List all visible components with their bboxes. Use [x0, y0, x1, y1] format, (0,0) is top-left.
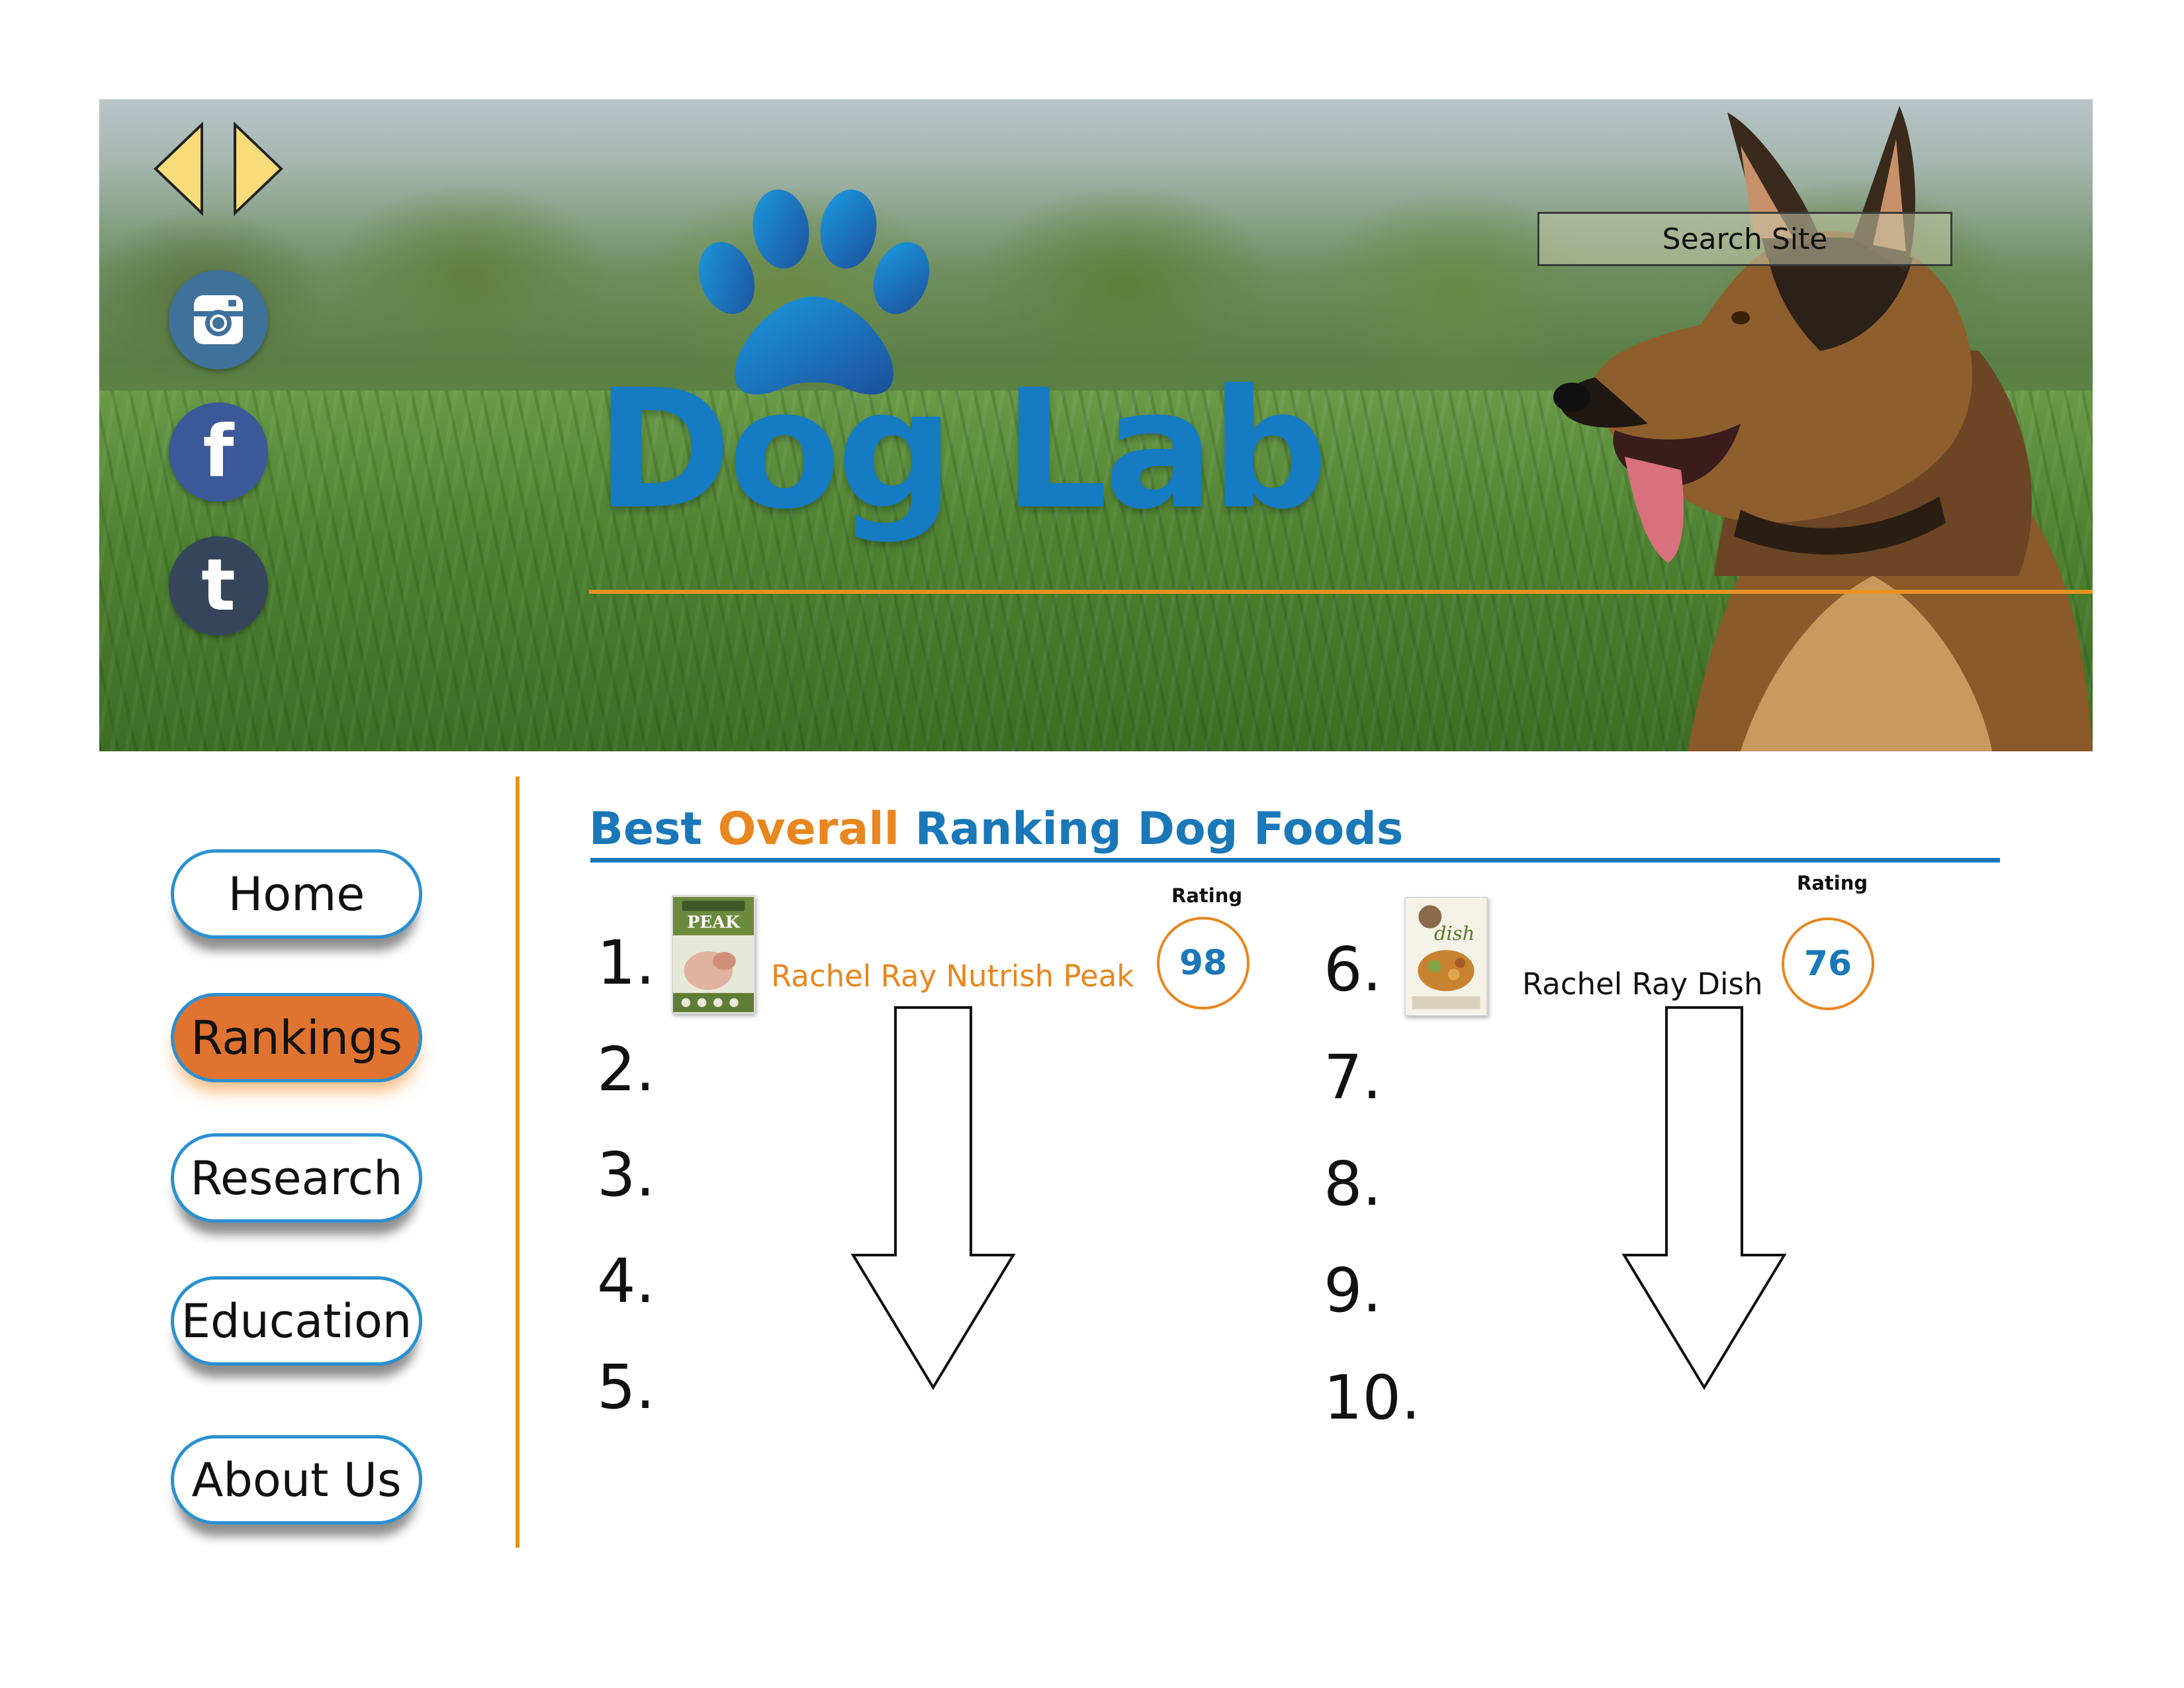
svg-text:dish: dish — [1434, 922, 1475, 945]
nav-about-us-button[interactable]: About Us — [171, 1435, 422, 1524]
prev-arrow-button[interactable] — [152, 119, 205, 218]
nav-home-button[interactable]: Home — [171, 849, 422, 939]
product-name-link[interactable]: Rachel Ray Nutrish Peak — [771, 959, 1134, 994]
rating-label: Rating — [1797, 872, 1868, 894]
facebook-link[interactable]: f — [169, 402, 268, 502]
title-underline — [589, 590, 2093, 594]
rank-number: 7. — [1324, 1042, 1382, 1113]
caret-left-icon — [154, 121, 203, 216]
rank-number: 8. — [1324, 1149, 1382, 1219]
paw-icon — [695, 185, 933, 404]
sidebar-divider — [516, 776, 520, 1548]
heading-part-rest: Ranking Dog Foods — [899, 803, 1404, 855]
german-shepherd-image — [1396, 99, 2093, 751]
tumblr-link[interactable]: t — [169, 536, 268, 635]
nutrish-peak-bag-icon[interactable]: PEAK — [672, 895, 755, 1014]
search-input[interactable] — [1539, 214, 1950, 264]
next-arrow-button[interactable] — [232, 119, 285, 218]
heading-part-overall: Overall — [717, 803, 899, 855]
rank-number: 4. — [597, 1246, 655, 1317]
rank-number: 10. — [1324, 1362, 1421, 1433]
rating-label: Rating — [1171, 884, 1243, 907]
rank-number: 1. — [597, 927, 655, 998]
nav-rankings-button[interactable]: Rankings — [171, 993, 422, 1082]
rank-number: 2. — [597, 1034, 655, 1105]
facebook-icon: f — [203, 410, 234, 493]
nav-research-button[interactable]: Research — [171, 1133, 422, 1223]
search-box[interactable] — [1537, 212, 1952, 266]
instagram-icon — [194, 295, 243, 344]
caret-right-icon — [234, 121, 283, 216]
rankings-heading: Best Overall Ranking Dog Foods — [589, 800, 1403, 859]
tumblr-icon: t — [201, 544, 236, 627]
nav-education-button[interactable]: Education — [171, 1276, 422, 1366]
hero-banner: f t Dog Lab — [99, 99, 2093, 751]
rank-number: 9. — [1324, 1255, 1382, 1326]
product-name-link[interactable]: Rachel Ray Dish — [1522, 966, 1763, 1002]
rank-number: 6. — [1324, 934, 1382, 1005]
down-arrow-icon — [1621, 1006, 1787, 1390]
svg-text:PEAK: PEAK — [687, 912, 741, 931]
rank-number: 3. — [597, 1139, 655, 1210]
nutrish-dish-bag-icon[interactable]: dish — [1404, 897, 1488, 1016]
rating-badge: 98 — [1157, 917, 1250, 1009]
site-title: Dog Lab — [596, 355, 1328, 545]
down-arrow-icon — [850, 1006, 1016, 1390]
heading-part-best: Best — [589, 803, 718, 855]
rating-badge: 76 — [1782, 917, 1874, 1010]
rank-number: 5. — [597, 1352, 655, 1423]
instagram-link[interactable] — [169, 270, 268, 369]
heading-rule — [590, 858, 2000, 863]
